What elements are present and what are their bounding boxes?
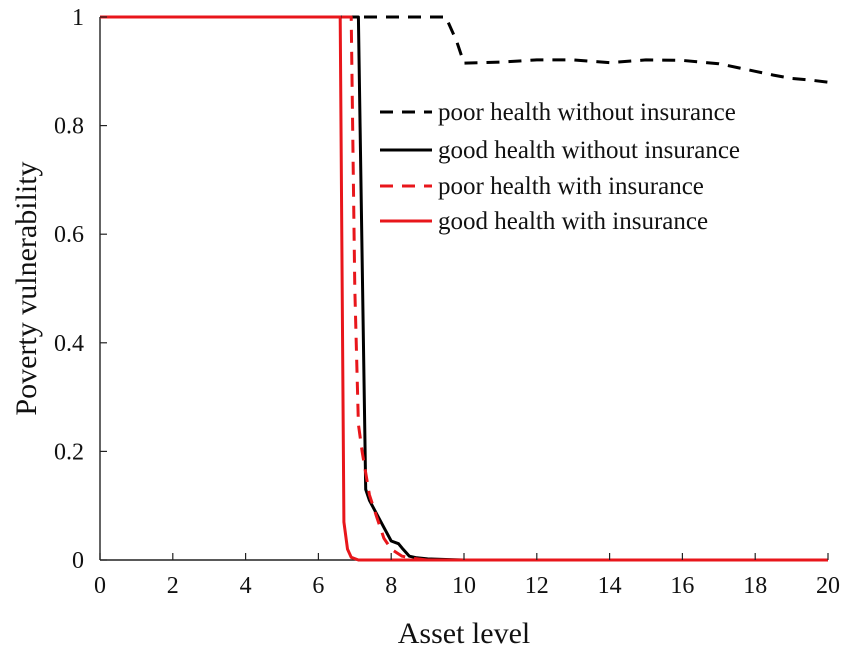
y-tick-label: 0.6: [54, 222, 84, 248]
x-tick-label: 0: [94, 573, 106, 599]
x-tick-label: 16: [670, 573, 694, 599]
tick-layer: 0 2 4 6 8 10 12 14 16 18 20 0 0.2 0.4 0.6 0.8 1: [54, 5, 840, 599]
y-tick-label: 0.8: [54, 114, 84, 140]
x-tick-label: 18: [743, 573, 767, 599]
x-tick-label: 14: [598, 573, 622, 599]
series-line-1: [100, 15, 829, 84]
legend-label-2: good health without insurance: [438, 137, 740, 164]
legend-label-4: good health with insurance: [438, 208, 708, 235]
y-tick-label: 1: [72, 5, 84, 31]
x-tick-label: 8: [385, 573, 397, 599]
series-layer: [100, 15, 829, 562]
x-tick-label: 20: [816, 573, 840, 599]
x-axis-label: Asset level: [398, 617, 530, 650]
x-tick-label: 4: [240, 573, 252, 599]
legend-label-1: poor health without insurance: [438, 99, 736, 126]
y-tick-label: 0: [72, 548, 84, 574]
series-line-3: [100, 15, 828, 562]
x-tick-label: 6: [312, 573, 324, 599]
y-axis-label: Poverty vulnerability: [10, 161, 43, 415]
x-tick-label: 2: [167, 573, 179, 599]
x-tick-label: 10: [452, 573, 476, 599]
y-tick-label: 0.2: [54, 439, 84, 465]
series-line-4: [100, 15, 828, 562]
y-tick-label: 0.4: [54, 331, 84, 357]
legend: poor health without insurance good health…: [380, 99, 740, 235]
legend-label-3: poor health with insurance: [438, 173, 704, 200]
x-tick-label: 12: [525, 573, 549, 599]
